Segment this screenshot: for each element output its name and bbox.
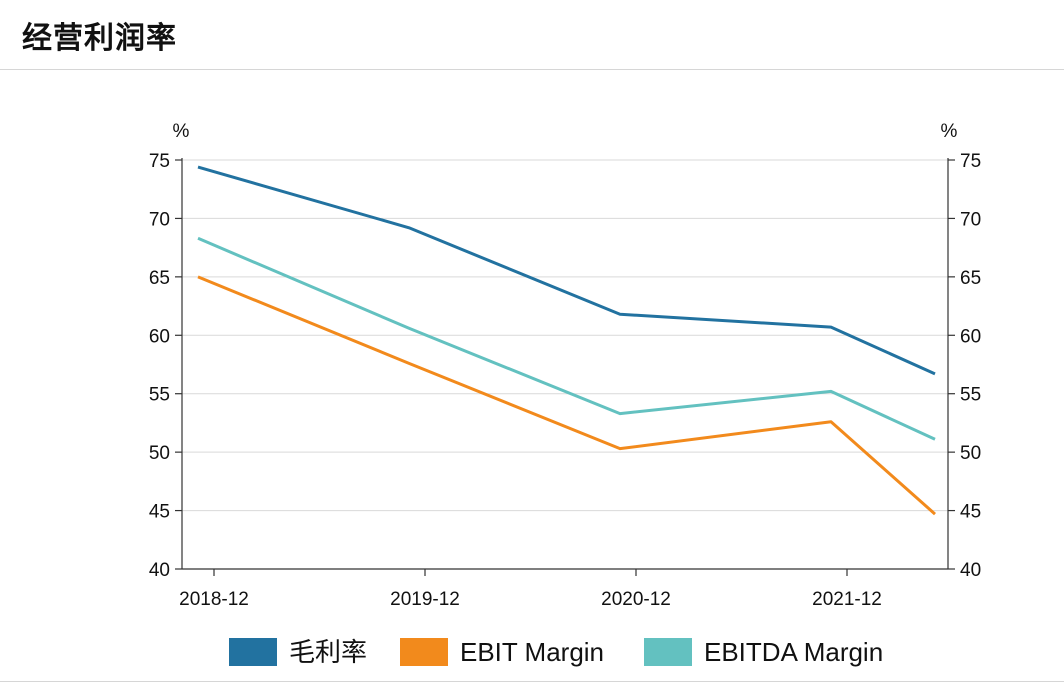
series-line-2 <box>197 236 936 441</box>
x-tick-label: 2018-12 <box>179 589 249 610</box>
panel-title: 经营利润率 <box>22 20 177 56</box>
y-unit-right: % <box>941 121 958 142</box>
line-chart: 40 40 45 45 50 50 55 55 60 60 65 65 70 70 75 75% % 2018-1… <box>149 121 981 667</box>
y-tick-label-left: 55 <box>149 385 170 406</box>
y-tick-label-right: 45 <box>960 502 981 523</box>
y-tick-label-left: 75 <box>149 151 170 172</box>
legend-swatch-0 <box>229 638 277 666</box>
y-tick-label-left: 40 <box>149 560 170 581</box>
y-tick-label-right: 75 <box>960 151 981 172</box>
y-tick-label-right: 65 <box>960 268 981 289</box>
legend-swatch-2 <box>644 638 692 666</box>
y-tick-label-right: 50 <box>960 443 981 464</box>
y-tick-label-left: 65 <box>149 268 170 289</box>
chart-area: 40 40 45 45 50 50 55 55 60 60 65 65 70 70 75 75%% 2018-1… <box>0 71 1064 683</box>
y-tick-label-left: 60 <box>149 326 170 347</box>
panel-header: 经营利润率 <box>0 0 1064 70</box>
x-tick-label: 2019-12 <box>390 589 460 610</box>
y-unit-left: % <box>173 121 190 142</box>
series-line-0 <box>197 165 936 376</box>
y-tick-label-left: 50 <box>149 443 170 464</box>
x-tick-label: 2020-12 <box>601 589 671 610</box>
legend-label-2: EBITDA Margin <box>704 637 883 667</box>
legend-swatch-1 <box>400 638 448 666</box>
legend-label-0: 毛利率 <box>289 637 367 667</box>
panel-divider <box>0 681 1064 682</box>
y-tick-label-right: 60 <box>960 326 981 347</box>
series-line-1 <box>197 275 936 516</box>
y-tick-label-right: 70 <box>960 209 981 230</box>
x-tick-label: 2021-12 <box>812 589 882 610</box>
y-tick-label-right: 55 <box>960 385 981 406</box>
y-tick-label-left: 45 <box>149 502 170 523</box>
y-tick-label-right: 40 <box>960 560 981 581</box>
legend-label-1: EBIT Margin <box>460 637 604 667</box>
y-tick-label-left: 70 <box>149 209 170 230</box>
